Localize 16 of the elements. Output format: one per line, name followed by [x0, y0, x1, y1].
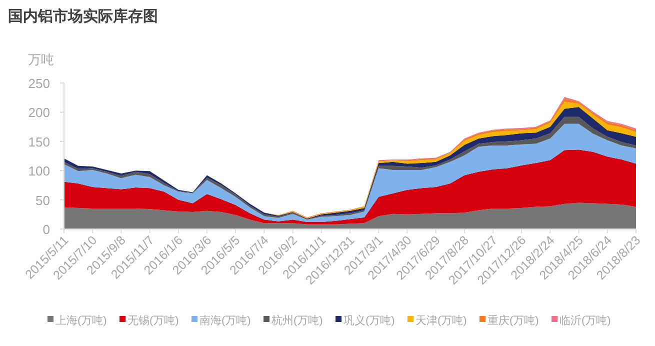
y-axis-title: 万吨: [28, 52, 54, 67]
y-tick-label: 250: [28, 76, 50, 91]
legend-label: 临沂(万吨): [560, 314, 611, 327]
chart-title: 国内铝市场实际库存图: [8, 7, 158, 25]
y-tick-label: 0: [42, 222, 50, 237]
legend-label: 上海(万吨): [56, 314, 107, 327]
legend-label: 天津(万吨): [416, 314, 467, 327]
legend-label: 无锡(万吨): [128, 314, 179, 327]
y-tick-label: 150: [28, 134, 50, 150]
y-tick-label: 200: [28, 105, 50, 120]
y-tick-label: 100: [28, 164, 50, 179]
y-tick-label: 50: [36, 192, 50, 208]
legend-label: 重庆(万吨): [488, 314, 539, 327]
legend-label: 杭州(万吨): [270, 314, 323, 327]
legend-label: 南海(万吨): [200, 314, 251, 327]
legend-label: 巩义(万吨): [344, 314, 395, 327]
